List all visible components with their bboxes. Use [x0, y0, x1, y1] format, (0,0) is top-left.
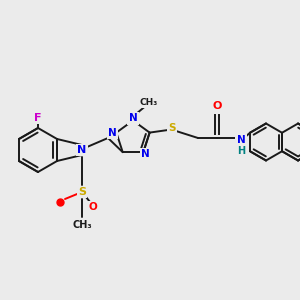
Text: N: N — [237, 135, 245, 145]
Text: N: N — [129, 113, 137, 124]
Text: O: O — [212, 101, 222, 111]
Text: N: N — [77, 145, 87, 155]
Text: CH₃: CH₃ — [72, 220, 92, 230]
Text: O: O — [88, 202, 98, 212]
Text: N: N — [141, 149, 150, 159]
Text: S: S — [168, 123, 176, 133]
Text: CH₃: CH₃ — [140, 98, 158, 107]
Text: N: N — [108, 128, 117, 138]
Text: H: H — [237, 146, 245, 156]
Text: S: S — [78, 187, 86, 197]
Text: F: F — [34, 113, 42, 123]
